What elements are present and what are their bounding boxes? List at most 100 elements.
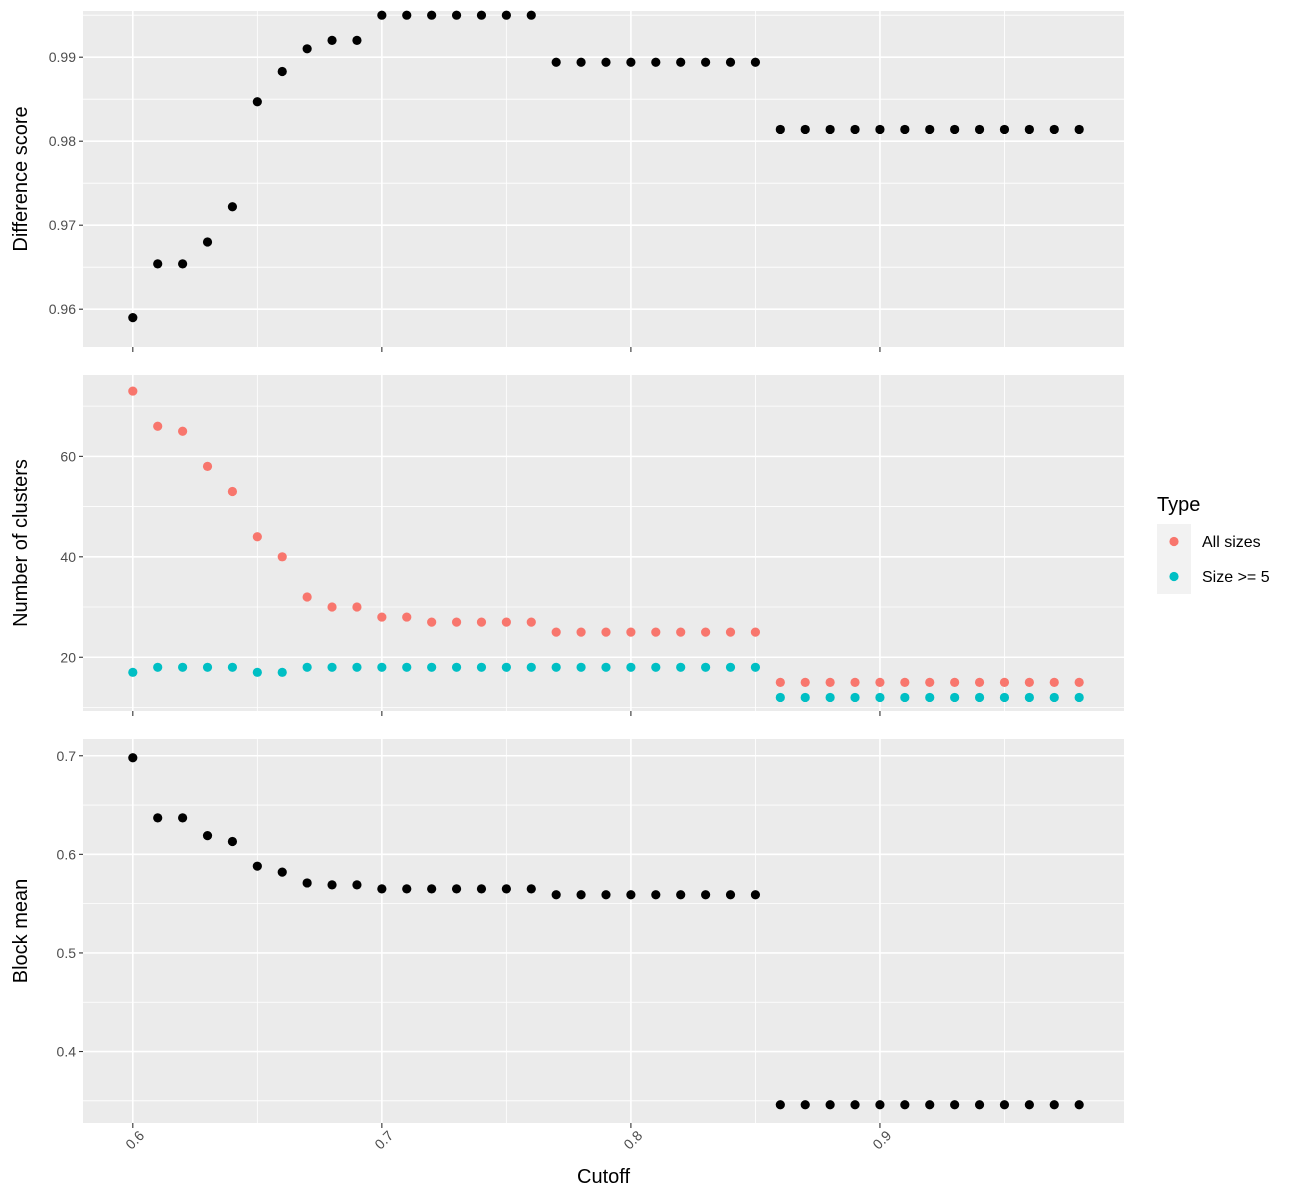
data-point: [676, 627, 686, 637]
series-2: [128, 662, 1084, 703]
data-point: [750, 662, 761, 672]
data-point: [875, 124, 885, 135]
y-tick-label: 0.4: [57, 1044, 77, 1060]
data-point: [178, 662, 188, 672]
data-point: [178, 813, 188, 823]
data-point: [676, 662, 686, 672]
data-point: [302, 878, 312, 888]
data-point: [725, 890, 736, 900]
data-point: [576, 890, 586, 900]
panel-background: [83, 739, 1124, 1123]
data-point: [626, 627, 636, 637]
data-point: [526, 10, 536, 20]
data-point: [202, 237, 213, 247]
data-point: [900, 677, 910, 687]
data-point: [1074, 1100, 1084, 1110]
data-point: [427, 662, 437, 672]
data-point: [476, 884, 487, 894]
data-point: [551, 627, 561, 637]
data-point: [900, 692, 910, 703]
data-point: [950, 124, 960, 135]
data-point: [1024, 677, 1034, 687]
y-tick-label: 0.99: [49, 49, 76, 65]
data-point: [651, 662, 661, 672]
data-point: [526, 884, 536, 894]
data-point: [601, 890, 611, 900]
data-point: [1049, 677, 1059, 687]
data-point: [974, 1100, 985, 1110]
data-point: [974, 124, 985, 135]
data-point: [128, 667, 138, 677]
data-point: [775, 124, 785, 135]
data-point: [775, 692, 785, 703]
data-point: [451, 10, 462, 20]
data-point: [800, 124, 810, 135]
data-point: [1049, 124, 1059, 135]
data-point: [277, 667, 287, 677]
data-point: [950, 677, 960, 687]
data-point: [501, 884, 511, 894]
data-point: [451, 617, 462, 627]
y-tick-label: 40: [60, 549, 76, 565]
data-point: [227, 662, 238, 672]
data-point: [352, 662, 362, 672]
x-axis-title: Cutoff: [577, 1166, 630, 1188]
data-point: [601, 627, 611, 637]
data-point: [252, 861, 262, 871]
data-point: [825, 692, 835, 703]
data-point: [725, 627, 736, 637]
legend-key-marker: [1169, 571, 1179, 582]
data-point: [427, 617, 437, 627]
data-point: [850, 692, 860, 703]
data-point: [327, 662, 337, 672]
data-point: [252, 667, 262, 677]
data-point: [402, 10, 412, 20]
data-point: [900, 124, 910, 135]
data-point: [750, 627, 761, 637]
data-point: [601, 57, 611, 67]
data-point: [626, 57, 636, 67]
data-point: [252, 532, 262, 542]
y-axis-title: Number of clusters: [10, 459, 32, 627]
y-axis-title: Difference score: [10, 106, 32, 251]
data-point: [1049, 692, 1059, 703]
data-point: [825, 677, 835, 687]
data-point: [950, 1100, 960, 1110]
data-point: [277, 66, 287, 77]
data-point: [202, 461, 213, 472]
data-point: [526, 662, 536, 672]
data-point: [128, 753, 138, 763]
data-point: [427, 10, 437, 20]
data-point: [800, 677, 810, 687]
series-1: [128, 753, 1084, 1110]
panel-background: [83, 375, 1124, 711]
data-point: [701, 662, 711, 672]
legend: Type All sizes Size >= 5: [1157, 494, 1270, 594]
data-point: [999, 1100, 1010, 1110]
y-tick-label: 0.5: [57, 945, 77, 961]
data-point: [850, 124, 860, 135]
data-point: [1074, 124, 1084, 135]
data-point: [178, 259, 188, 269]
legend-label: All sizes: [1202, 534, 1261, 551]
y-tick-label: 0.96: [49, 301, 76, 317]
data-point: [725, 662, 736, 672]
data-point: [850, 1100, 860, 1110]
x-tick-label: 0.7: [371, 1127, 396, 1152]
series-1: [128, 386, 1084, 687]
data-point: [377, 662, 387, 672]
data-point: [651, 57, 661, 67]
data-point: [327, 35, 337, 46]
data-point: [1024, 124, 1034, 135]
data-point: [1074, 677, 1084, 687]
data-point: [352, 35, 362, 46]
data-point: [227, 202, 238, 212]
data-point: [377, 884, 387, 894]
data-point: [128, 386, 138, 396]
y-axis-title: Block mean: [10, 879, 32, 984]
data-point: [999, 677, 1010, 687]
data-point: [302, 662, 312, 672]
data-point: [576, 57, 586, 67]
data-point: [327, 880, 337, 890]
data-point: [178, 426, 188, 436]
